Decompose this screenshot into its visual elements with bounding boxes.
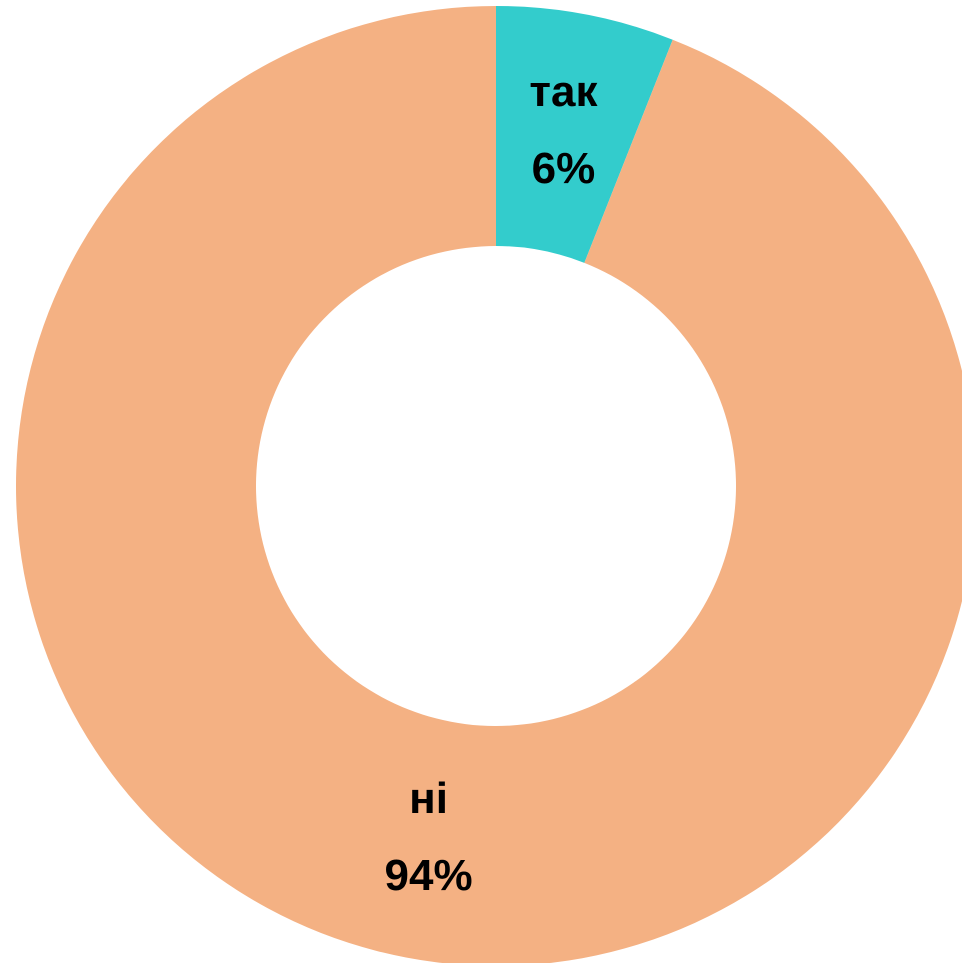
slice-value-label: 6% (532, 144, 596, 193)
slice-category-label: ні (409, 774, 448, 823)
donut-slice (16, 6, 962, 963)
slice-category-label: так (529, 67, 598, 116)
donut-slice (496, 6, 673, 263)
slice-value-label: 94% (385, 851, 473, 900)
